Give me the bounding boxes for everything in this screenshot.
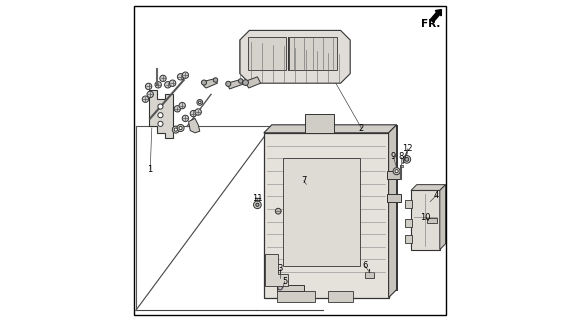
Bar [276, 291, 315, 302]
Circle shape [182, 72, 189, 78]
Circle shape [146, 83, 152, 90]
Bar [387, 194, 402, 202]
Bar [404, 235, 411, 243]
Polygon shape [244, 77, 261, 88]
Circle shape [213, 78, 218, 82]
Bar [427, 218, 436, 223]
Bar [264, 133, 389, 298]
Circle shape [393, 168, 400, 175]
Circle shape [169, 80, 176, 86]
Text: 8: 8 [399, 152, 404, 161]
Circle shape [142, 96, 148, 102]
Bar [283, 158, 360, 266]
Bar [404, 219, 411, 227]
Bar [328, 291, 353, 302]
Text: 5: 5 [282, 277, 288, 286]
Polygon shape [289, 37, 338, 70]
Text: 7: 7 [301, 176, 307, 185]
Circle shape [174, 106, 180, 112]
Polygon shape [389, 125, 396, 298]
Circle shape [239, 79, 243, 83]
Circle shape [165, 82, 171, 88]
Bar [276, 285, 304, 291]
Polygon shape [203, 78, 218, 88]
Polygon shape [227, 79, 243, 89]
Text: 6: 6 [362, 261, 367, 270]
Circle shape [158, 104, 163, 109]
Text: 3: 3 [277, 264, 282, 273]
Circle shape [177, 124, 184, 132]
Circle shape [179, 102, 186, 109]
Polygon shape [148, 90, 173, 138]
Circle shape [158, 121, 163, 126]
Circle shape [197, 100, 203, 105]
Bar [404, 200, 411, 208]
Circle shape [395, 170, 398, 173]
Circle shape [190, 110, 197, 117]
Circle shape [275, 208, 281, 214]
Circle shape [254, 201, 261, 209]
Circle shape [158, 113, 163, 118]
Polygon shape [440, 185, 446, 250]
Circle shape [278, 285, 282, 290]
Circle shape [201, 80, 207, 85]
Circle shape [243, 80, 249, 85]
Polygon shape [411, 185, 446, 190]
Circle shape [405, 157, 409, 161]
Polygon shape [189, 118, 200, 133]
Text: 12: 12 [403, 144, 413, 153]
Text: 2: 2 [359, 124, 364, 132]
Circle shape [403, 156, 411, 163]
Bar [276, 275, 285, 278]
Circle shape [147, 91, 154, 98]
Circle shape [174, 128, 178, 131]
Polygon shape [264, 125, 396, 133]
Bar [364, 272, 374, 278]
Bar [272, 125, 396, 290]
Text: 9: 9 [391, 152, 396, 161]
Text: 10: 10 [420, 213, 431, 222]
Text: FR.: FR. [421, 19, 440, 29]
Bar [387, 171, 402, 179]
Circle shape [256, 203, 259, 206]
Bar [306, 114, 334, 133]
Circle shape [195, 109, 201, 115]
Text: 1: 1 [148, 165, 153, 174]
Bar [411, 190, 440, 250]
Polygon shape [248, 37, 286, 70]
Polygon shape [265, 254, 288, 286]
Circle shape [179, 126, 182, 130]
Polygon shape [300, 179, 310, 187]
Circle shape [155, 82, 161, 88]
Circle shape [178, 74, 184, 80]
Circle shape [160, 75, 166, 82]
Circle shape [198, 101, 201, 104]
Text: 11: 11 [252, 194, 262, 203]
Circle shape [172, 126, 179, 133]
Circle shape [226, 81, 231, 86]
Text: 4: 4 [434, 191, 439, 200]
Circle shape [182, 115, 189, 122]
Polygon shape [240, 30, 350, 83]
Bar [400, 165, 403, 167]
FancyArrow shape [430, 10, 441, 22]
